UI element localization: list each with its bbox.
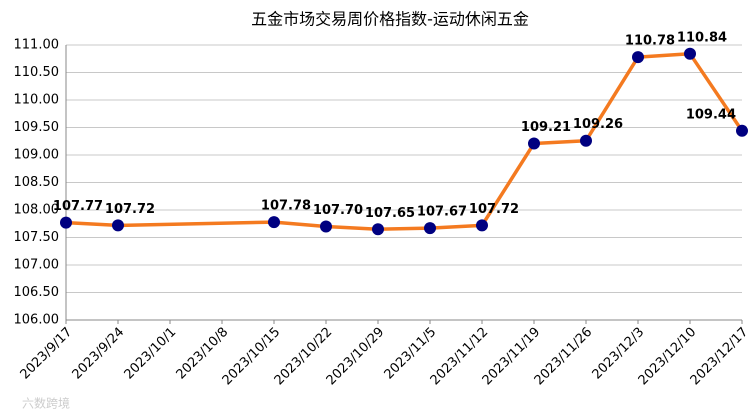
data-point <box>268 216 280 229</box>
y-tick-label: 111.00 <box>14 38 60 53</box>
y-tick-label: 110.00 <box>14 93 60 108</box>
y-tick-label: 110.50 <box>14 65 60 80</box>
data-point <box>60 216 72 229</box>
chart-title: 五金市场交易周价格指数-运动休闲五金 <box>251 10 529 29</box>
data-point <box>736 124 748 137</box>
y-tick-label: 106.00 <box>14 313 60 328</box>
data-point <box>320 220 332 233</box>
data-label: 107.67 <box>417 205 467 220</box>
data-label: 107.65 <box>365 206 415 221</box>
y-tick-label: 106.50 <box>14 285 60 300</box>
data-label: 107.70 <box>313 203 363 218</box>
y-tick-label: 108.50 <box>14 175 60 190</box>
data-label: 110.78 <box>625 34 675 49</box>
data-point <box>112 219 124 232</box>
data-label: 109.26 <box>573 117 623 132</box>
data-point <box>684 47 696 60</box>
y-tick-label: 108.00 <box>14 203 60 218</box>
series-line <box>65 52 744 231</box>
data-label: 107.78 <box>261 199 311 214</box>
data-label: 110.84 <box>677 30 727 45</box>
data-label: 109.21 <box>521 120 571 135</box>
data-point <box>580 134 592 147</box>
y-tick-label: 107.00 <box>14 258 60 273</box>
y-tick-label: 107.50 <box>14 230 60 245</box>
data-point <box>372 223 384 236</box>
data-point <box>424 222 436 235</box>
data-label: 107.77 <box>53 199 103 214</box>
watermark: 六数跨境 <box>22 396 70 411</box>
data-point <box>476 219 488 232</box>
data-point <box>632 51 644 64</box>
data-label: 107.72 <box>105 202 155 217</box>
y-tick-label: 109.50 <box>14 120 60 135</box>
data-label: 107.72 <box>469 202 519 217</box>
data-point <box>528 137 540 150</box>
data-label: 109.44 <box>686 107 736 122</box>
y-tick-label: 109.00 <box>14 148 60 163</box>
